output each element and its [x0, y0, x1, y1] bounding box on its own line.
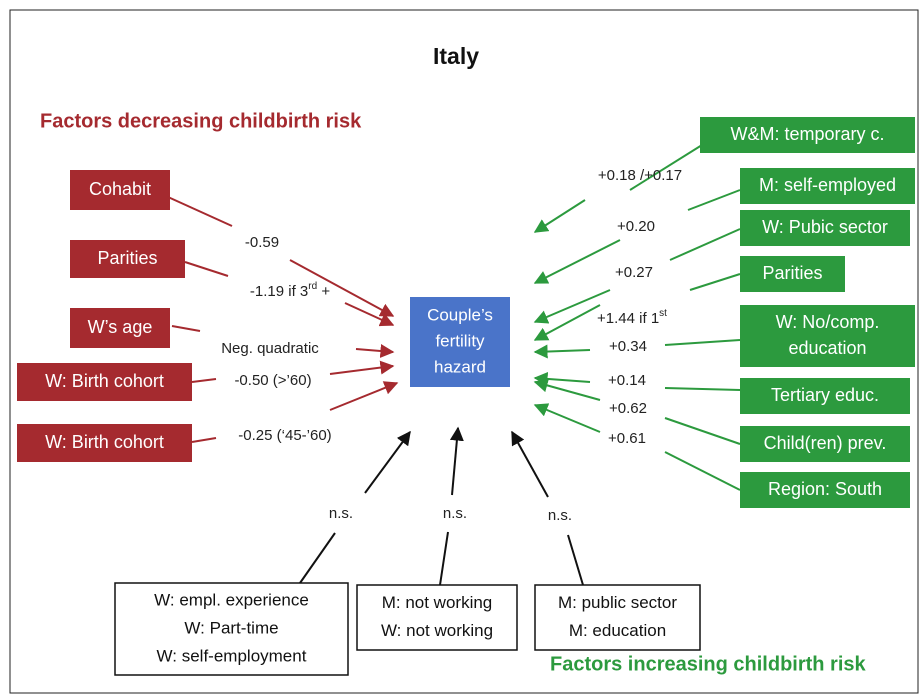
arrow	[533, 304, 601, 341]
box	[740, 256, 845, 292]
box	[70, 240, 185, 278]
effect-label: -0.25 (‘45-’60)	[238, 427, 331, 444]
arrow	[664, 339, 741, 346]
effect-label: +0.14	[608, 372, 646, 389]
box-label: W: Birth cohort	[45, 371, 164, 391]
box-label: fertility	[435, 331, 485, 350]
arrow	[567, 534, 584, 586]
box	[740, 168, 915, 204]
effect-label: -1.19 if 3rd +	[250, 281, 330, 300]
box-label: W: Birth cohort	[45, 432, 164, 452]
arrow	[533, 378, 601, 401]
arrow	[171, 325, 201, 332]
box	[740, 305, 915, 367]
effect-label: +1.44 if 1st	[597, 308, 667, 327]
effect-label: +0.61	[608, 430, 646, 447]
effect-label: +0.27	[615, 264, 653, 281]
arrow	[449, 426, 464, 496]
box-label: Parities	[762, 263, 822, 283]
effect-sup: st	[659, 308, 667, 319]
arrow	[629, 144, 703, 191]
box-label: W: No/comp.	[776, 312, 880, 332]
arrow	[191, 378, 217, 383]
box-label: Couple’s	[427, 305, 493, 324]
effect-label: Neg. quadratic	[221, 340, 319, 357]
arrow	[299, 532, 336, 584]
box	[740, 426, 910, 462]
box-label: M: not working	[382, 593, 493, 612]
effect-text: +	[317, 283, 330, 300]
arrow	[533, 199, 586, 233]
arrow	[687, 189, 741, 211]
box-label: M: education	[569, 621, 666, 640]
box	[740, 378, 910, 414]
title: Italy	[433, 43, 479, 69]
arrow	[511, 430, 549, 498]
box-label: W: empl. experience	[154, 590, 309, 609]
box-label: W’s age	[88, 317, 153, 337]
effect-label: +0.34	[609, 338, 647, 355]
box-label: Region: South	[768, 479, 882, 499]
box-label: W: not working	[381, 621, 493, 640]
box	[700, 117, 915, 153]
arrow	[191, 437, 217, 443]
arrow	[664, 417, 741, 445]
arrow	[533, 289, 611, 324]
box	[356, 584, 518, 651]
arrow	[344, 302, 395, 327]
effect-label: -0.59	[245, 234, 279, 251]
box	[17, 424, 192, 462]
arrow	[289, 259, 395, 317]
effect-label: n.s.	[548, 507, 572, 524]
box-label: M: self-employed	[759, 175, 896, 195]
arrow	[355, 344, 395, 358]
box	[740, 210, 910, 246]
box	[534, 584, 701, 651]
box	[740, 472, 910, 508]
effect-label: +0.20	[617, 218, 655, 235]
box-label: education	[788, 338, 866, 358]
box	[410, 297, 510, 387]
arrow	[533, 371, 591, 386]
arrow	[669, 228, 741, 261]
arrow	[184, 261, 229, 277]
box-label: hazard	[434, 357, 486, 376]
effect-sup: rd	[308, 281, 317, 292]
effect-label: n.s.	[329, 505, 353, 522]
box-label: W: self-employment	[157, 646, 307, 665]
arrow	[364, 430, 411, 494]
box-label: Tertiary educ.	[771, 385, 879, 405]
box-label: Child(ren) prev.	[764, 433, 887, 453]
box	[114, 582, 349, 676]
arrow	[664, 451, 741, 491]
effect-text: +1.44 if 1	[597, 310, 659, 327]
box-label: W&M: temporary c.	[730, 124, 884, 144]
arrow	[533, 403, 601, 433]
arrow	[439, 531, 449, 586]
arrow	[329, 360, 395, 375]
box-label: Cohabit	[89, 179, 151, 199]
effect-label: -0.50 (>’60)	[234, 372, 311, 389]
frame	[9, 9, 919, 694]
effect-label: +0.62	[609, 400, 647, 417]
box	[70, 170, 170, 210]
box	[17, 363, 192, 401]
effect-label: +0.18 /+0.17	[598, 167, 682, 184]
increasing-heading: Factors increasing childbirth risk	[550, 653, 867, 675]
arrow	[689, 273, 741, 291]
effect-label: n.s.	[443, 505, 467, 522]
arrow	[533, 344, 591, 359]
arrow	[533, 239, 621, 284]
box-label: Parities	[97, 248, 157, 268]
arrow	[329, 381, 399, 411]
box-label: M: public sector	[558, 593, 677, 612]
effect-text: -1.19 if 3	[250, 283, 308, 300]
box-label: W: Pubic sector	[762, 217, 888, 237]
arrow	[664, 387, 741, 391]
box	[70, 308, 170, 348]
box-label: W: Part-time	[184, 618, 278, 637]
arrow	[167, 196, 233, 227]
decreasing-heading: Factors decreasing childbirth risk	[40, 110, 362, 132]
